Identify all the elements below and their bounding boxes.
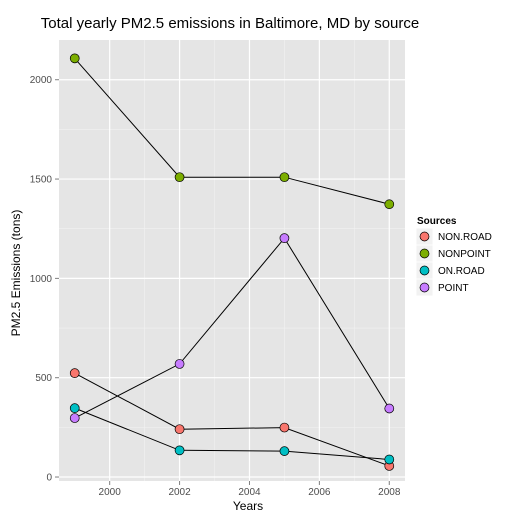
data-point-on-road — [174, 445, 185, 456]
data-point-point — [279, 233, 290, 244]
legend-key-nonpoint — [419, 248, 430, 259]
x-tick-label: 2000 — [99, 487, 122, 498]
y-tick-label: 1000 — [30, 274, 53, 285]
series-line-non-road — [74, 372, 390, 467]
series-line-point — [74, 237, 390, 419]
data-point-nonpoint — [384, 199, 395, 210]
y-tick-label: 2000 — [30, 75, 53, 86]
legend-title: Sources — [417, 216, 457, 227]
data-point-on-road — [69, 403, 80, 413]
legend-label-non-road: NON.ROAD — [438, 232, 492, 243]
series-line-on-road — [74, 407, 390, 460]
y-tick-label: 500 — [35, 373, 52, 384]
data-point-on-road — [279, 446, 290, 456]
data-point-non-road — [69, 368, 80, 379]
x-tick-label: 2004 — [238, 487, 261, 498]
data-point-point — [174, 359, 185, 369]
data-point-non-road — [174, 424, 185, 435]
chart-title: Total yearly PM2.5 emissions in Baltimor… — [41, 15, 419, 32]
series-line-nonpoint — [74, 58, 390, 205]
legend: Sources NON.ROAD NONPOINT ON.ROAD POINT — [415, 216, 492, 297]
x-axis-title: Years — [233, 499, 263, 513]
y-tick-label: 0 — [46, 473, 52, 484]
data-point-point — [384, 403, 395, 414]
data-point-on-road — [384, 454, 395, 465]
data-point-non-road — [279, 422, 290, 433]
legend-label-on-road: ON.ROAD — [438, 266, 485, 277]
data-point-point — [69, 413, 80, 423]
y-tick-label: 1500 — [30, 175, 53, 186]
legend-key-non-road — [419, 231, 430, 242]
plot-panel — [59, 40, 405, 481]
x-tick-label: 2008 — [378, 487, 401, 498]
legend-key-point — [419, 282, 430, 293]
x-tick-label: 2006 — [308, 487, 331, 498]
legend-label-nonpoint: NONPOINT — [438, 249, 491, 260]
data-point-nonpoint — [174, 172, 185, 183]
data-point-nonpoint — [279, 172, 290, 183]
x-tick-label: 2002 — [168, 487, 191, 498]
legend-label-point: POINT — [438, 283, 469, 294]
data-point-nonpoint — [69, 53, 80, 64]
y-axis-title: PM2.5 Emissions (tons) — [9, 210, 23, 337]
legend-key-on-road — [419, 265, 430, 276]
